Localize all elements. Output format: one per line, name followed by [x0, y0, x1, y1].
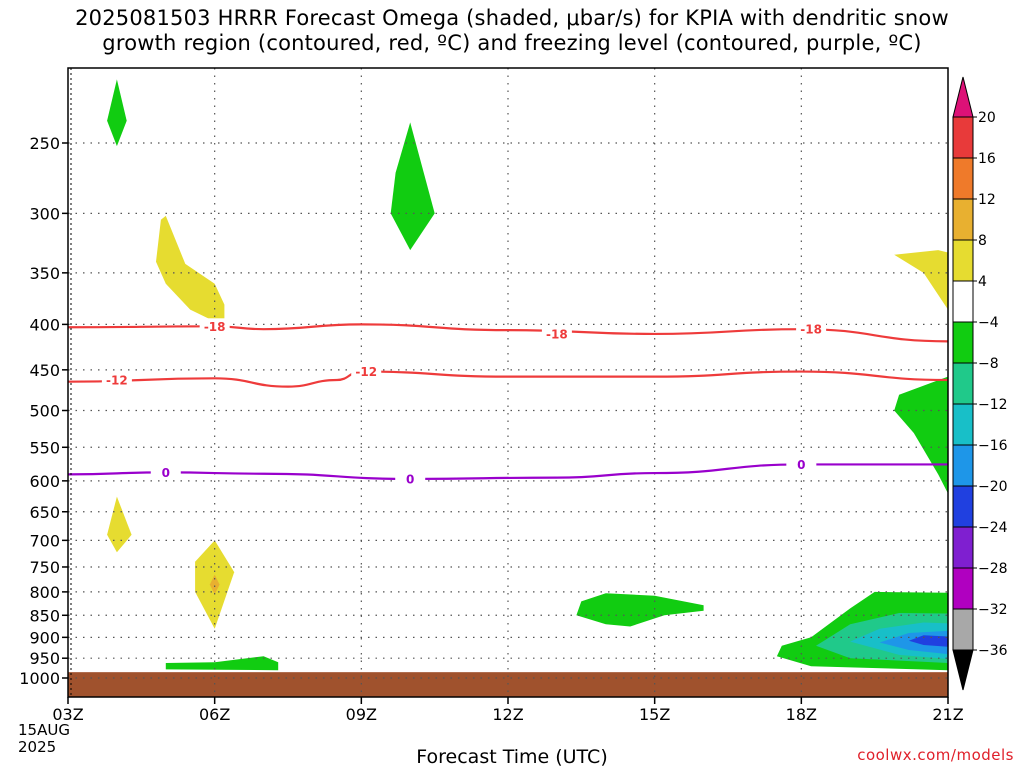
shaded-region-14 — [908, 635, 948, 647]
shaded-region-3 — [894, 250, 948, 310]
shaded-region-1 — [390, 122, 435, 251]
omega-shading — [107, 79, 948, 671]
colorbar-label-12: −32 — [978, 602, 1008, 618]
colorbar-label-1: 16 — [978, 151, 996, 167]
contour-label-0-0: -18 — [204, 320, 226, 334]
colorbar-swatch-0 — [952, 76, 974, 118]
contour-label-1-1: -12 — [355, 365, 377, 379]
x-tick-label-3: 12Z — [492, 705, 523, 724]
colorbar-swatch-6 — [952, 321, 974, 364]
colorbar-label-10: −24 — [978, 520, 1008, 536]
shaded-region-7 — [209, 574, 220, 595]
x-tick-label-2: 09Z — [346, 705, 377, 724]
y-tick-label-12: 850 — [29, 606, 60, 625]
contour-label-2-2: 0 — [797, 458, 805, 472]
shaded-region-0 — [107, 79, 127, 147]
colorbar-label-7: −12 — [978, 397, 1008, 413]
title-line-2: growth region (contoured, red, ºC) and f… — [102, 31, 922, 55]
y-tick-label-13: 900 — [29, 628, 60, 647]
contour-label-bg-2-0 — [150, 464, 181, 480]
y-tick-label-10: 750 — [29, 558, 60, 577]
contour-label-2-0: 0 — [162, 466, 170, 480]
colorbar-swatch-12 — [952, 567, 974, 610]
colorbar-swatch-11 — [952, 526, 974, 569]
plot-frame — [67, 67, 949, 698]
contour-label-bg-0-2 — [796, 321, 827, 337]
date-line-day: 15AUG — [18, 721, 70, 739]
colorbar-swatch-7 — [952, 362, 974, 405]
x-tick-label-1: 06Z — [199, 705, 230, 724]
x-tick-label-6: 21Z — [932, 705, 963, 724]
colorbar-label-11: −28 — [978, 561, 1008, 577]
y-tick-label-9: 700 — [29, 531, 60, 550]
temperature-contours: -18 -18 -18 -12 -12 0 0 0 — [68, 318, 948, 486]
y-tick-label-5: 500 — [29, 402, 60, 421]
shaded-region-9 — [165, 656, 279, 671]
colorbar-label-3: 8 — [978, 233, 987, 249]
colorbar-swatch-3 — [952, 198, 974, 241]
colorbar-label-4: 4 — [978, 274, 987, 290]
contour-label-bg-1-1 — [351, 363, 382, 379]
colorbar-swatch-5 — [952, 280, 974, 323]
contour-label-1-0: -12 — [106, 373, 128, 387]
colorbar-swatch-1 — [952, 116, 974, 159]
y-tick-label-2: 350 — [29, 264, 60, 283]
colorbar-swatch-10 — [952, 485, 974, 528]
title-line-1: 2025081503 HRRR Forecast Omega (shaded, … — [75, 6, 949, 30]
contour-label-0-1: -18 — [546, 327, 568, 341]
contour-label-bg-2-2 — [786, 456, 817, 472]
colorbar-label-9: −20 — [978, 479, 1008, 495]
y-tick-label-15: 1000 — [19, 669, 60, 688]
x-axis-label: Forecast Time (UTC) — [416, 746, 608, 768]
y-axis-ticks: 250 300 350 400 450 500 550 600 650 700 750 800 850 9… — [19, 134, 68, 688]
plot-border — [67, 67, 949, 698]
y-tick-label-7: 600 — [29, 472, 60, 491]
chart-title: 2025081503 HRRR Forecast Omega (shaded, … — [0, 6, 1024, 56]
date-label: 15AUG 2025 — [18, 722, 70, 756]
y-tick-label-4: 450 — [29, 361, 60, 380]
colorbar-swatch-14 — [952, 649, 974, 691]
contour-label-bg-2-1 — [395, 470, 426, 486]
colorbar-label-6: −8 — [978, 356, 999, 372]
colorbar-label-8: −16 — [978, 438, 1008, 454]
y-tick-label-0: 250 — [29, 134, 60, 153]
contour-label-2-1: 0 — [406, 472, 414, 486]
x-tick-label-5: 18Z — [786, 705, 817, 724]
colorbar-label-5: −4 — [978, 315, 999, 331]
colorbar-swatch-13 — [952, 608, 974, 651]
x-tick-label-0: 03Z — [52, 705, 83, 724]
x-tick-label-4: 15Z — [639, 705, 670, 724]
colorbar-label-2: 12 — [978, 192, 996, 208]
colorbar-swatch-4 — [952, 239, 974, 282]
y-tick-label-11: 800 — [29, 583, 60, 602]
contour-label-bg-1-0 — [101, 371, 132, 387]
colorbar-label-0: 20 — [978, 110, 996, 126]
colorbar-swatch-2 — [952, 157, 974, 200]
shaded-region-5 — [107, 496, 132, 553]
colorbar-label-13: −36 — [978, 643, 1008, 659]
y-tick-label-8: 650 — [29, 503, 60, 522]
colorbar-swatch-9 — [952, 444, 974, 487]
y-tick-label-3: 400 — [29, 315, 60, 334]
date-line-year: 2025 — [18, 738, 57, 756]
grid-lines — [68, 68, 948, 697]
y-tick-label-6: 550 — [29, 438, 60, 457]
x-axis-ticks: 03Z 06Z 09Z 12Z 15Z 18Z 21Z — [52, 697, 964, 724]
colorbar-swatch-8 — [952, 403, 974, 446]
contour-line-1 — [68, 370, 948, 388]
shaded-region-4 — [894, 376, 948, 494]
shaded-region-2 — [156, 215, 225, 327]
credit-text: coolwx.com/models — [857, 746, 1014, 764]
contour-label-bg-0-0 — [199, 318, 230, 334]
y-tick-label-1: 300 — [29, 204, 60, 223]
contour-label-0-2: -18 — [800, 323, 822, 337]
y-tick-label-14: 950 — [29, 649, 60, 668]
contour-label-bg-0-1 — [541, 325, 572, 341]
shaded-region-8 — [576, 593, 704, 627]
colorbar: 20 16 12 8 4 −4 −8 −12 −16 −20 −24 −28 −32 −36 — [952, 76, 1008, 691]
